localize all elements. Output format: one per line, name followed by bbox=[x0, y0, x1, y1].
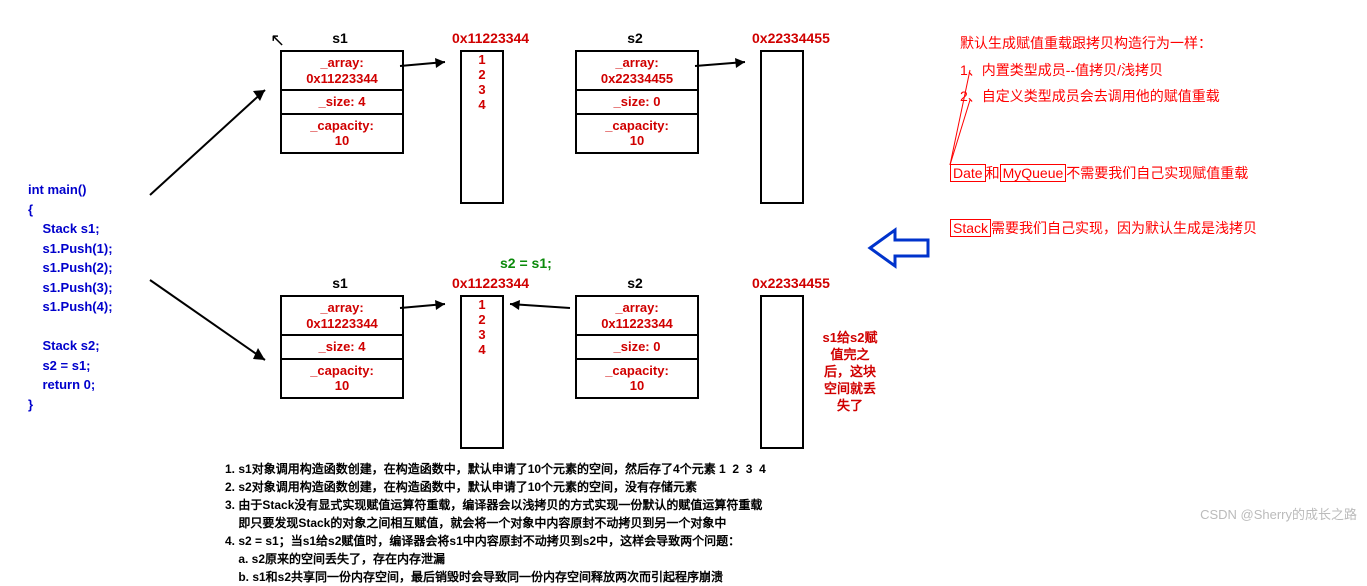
top-s1-cap: _capacity:10 bbox=[282, 115, 402, 152]
note-line-3: 2、自定义类型成员会去调用他的赋值重载 bbox=[960, 83, 1360, 110]
explanation: 1. s1对象调用构造函数创建，在构造函数中，默认申请了10个元素的空间，然后存… bbox=[225, 460, 766, 586]
note-date-box: Date bbox=[950, 164, 986, 182]
top-mem2-addr: 0x22334455 bbox=[752, 30, 830, 46]
bot-s2-size: _size: 0 bbox=[577, 336, 697, 360]
top-s2-box: _array:0x22334455 _size: 0 _capacity:10 bbox=[575, 50, 699, 154]
bot-s1-box: _array:0x11223344 _size: 4 _capacity:10 bbox=[280, 295, 404, 399]
top-s2-title: s2 bbox=[605, 30, 665, 46]
note-stack-box: Stack bbox=[950, 219, 991, 237]
big-arrow-icon bbox=[870, 228, 930, 268]
arrow-bot-s2-mem bbox=[500, 300, 575, 320]
arrow-s1-mem bbox=[400, 58, 455, 78]
assign-text: s2 = s1; bbox=[500, 255, 552, 271]
code-main: int main() { Stack s1; s1.Push(1); s1.Pu… bbox=[28, 180, 113, 414]
bot-mem1-box: 1 2 3 4 bbox=[460, 295, 504, 449]
bot-s1-cap: _capacity:10 bbox=[282, 360, 402, 397]
bot-s2-cap: _capacity:10 bbox=[577, 360, 697, 397]
note-myqueue-box: MyQueue bbox=[1000, 164, 1067, 182]
bot-s2-title: s2 bbox=[605, 275, 665, 291]
lost-text: s1给s2赋 值完之 后，这块 空间就丢 失了 bbox=[815, 330, 885, 414]
note-line-2: 1、内置类型成员--值拷贝/浅拷贝 bbox=[960, 57, 1360, 84]
bot-s1-array: _array:0x11223344 bbox=[282, 297, 402, 336]
bot-s2-array: _array:0x11223344 bbox=[577, 297, 697, 336]
top-mem1-addr: 0x11223344 bbox=[452, 30, 529, 46]
arrow-to-bottom bbox=[150, 280, 280, 365]
arrow-bot-s1-mem bbox=[400, 300, 455, 320]
top-mem1-box: 1 2 3 4 bbox=[460, 50, 504, 204]
note-line-5: Stack需要我们自己实现，因为默认生成是浅拷贝 bbox=[950, 215, 1367, 242]
watermark: CSDN @Sherry的成长之路 bbox=[1200, 504, 1357, 523]
note-line-4: Date和MyQueue不需要我们自己实现赋值重载 bbox=[950, 160, 1367, 187]
note-line-1: 默认生成赋值重载跟拷贝构造行为一样： bbox=[960, 30, 1360, 57]
top-s2-cap: _capacity:10 bbox=[577, 115, 697, 152]
bot-s1-size: _size: 4 bbox=[282, 336, 402, 360]
top-s1-size: _size: 4 bbox=[282, 91, 402, 115]
bot-mem1-addr: 0x11223344 bbox=[452, 275, 529, 291]
top-mem2-box bbox=[760, 50, 804, 204]
bot-mem2-addr: 0x22334455 bbox=[752, 275, 830, 291]
top-s2-size: _size: 0 bbox=[577, 91, 697, 115]
bot-s1-title: s1 bbox=[310, 275, 370, 291]
top-s1-box: _array:0x11223344 _size: 4 _capacity:10 bbox=[280, 50, 404, 154]
top-s1-array: _array:0x11223344 bbox=[282, 52, 402, 91]
arrow-to-top bbox=[150, 85, 280, 195]
cursor-icon: ↖ bbox=[270, 30, 285, 51]
bot-mem2-box bbox=[760, 295, 804, 449]
bot-s2-box: _array:0x11223344 _size: 0 _capacity:10 bbox=[575, 295, 699, 399]
arrow-s2-mem bbox=[695, 58, 755, 78]
notes-block: 默认生成赋值重载跟拷贝构造行为一样： 1、内置类型成员--值拷贝/浅拷贝 2、自… bbox=[960, 30, 1360, 110]
top-s1-title: s1 bbox=[310, 30, 370, 46]
top-s2-array: _array:0x22334455 bbox=[577, 52, 697, 91]
